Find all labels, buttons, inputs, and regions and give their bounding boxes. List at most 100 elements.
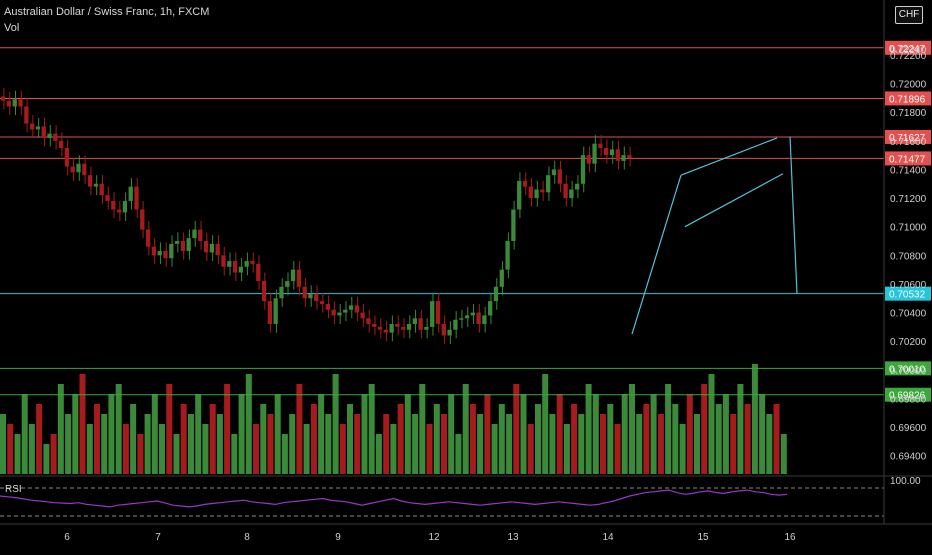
volume-bar bbox=[730, 414, 737, 474]
candle-body bbox=[464, 315, 470, 319]
candle-body bbox=[1, 96, 6, 101]
candle-body bbox=[215, 243, 220, 256]
candle-body bbox=[157, 251, 162, 256]
candle-body bbox=[24, 106, 29, 124]
volume-bar bbox=[563, 424, 570, 474]
volume-bar bbox=[332, 374, 339, 474]
volume-bar bbox=[744, 404, 751, 474]
candle-body bbox=[174, 241, 180, 244]
candle-body bbox=[169, 243, 174, 259]
volume-bar bbox=[108, 394, 115, 474]
volume-bar bbox=[650, 394, 657, 474]
volume-bar bbox=[498, 404, 505, 474]
candle-body bbox=[145, 229, 151, 247]
candle-body bbox=[105, 195, 110, 201]
volume-bar bbox=[21, 394, 28, 474]
volume-bar bbox=[556, 394, 563, 474]
candle-body bbox=[609, 149, 615, 156]
level-price-tag bbox=[885, 286, 931, 301]
candle-body bbox=[360, 312, 365, 319]
volume-bar bbox=[643, 404, 650, 474]
candle-body bbox=[134, 186, 139, 210]
candle-body bbox=[302, 286, 307, 299]
volume-bar bbox=[441, 414, 447, 474]
candle-body bbox=[366, 318, 371, 325]
price-tick-label: 0.70800 bbox=[890, 251, 927, 262]
candle-body bbox=[186, 238, 191, 252]
candle-body bbox=[122, 200, 128, 213]
volume-bar bbox=[701, 384, 708, 474]
volume-bar bbox=[477, 414, 484, 474]
volume-bar bbox=[354, 414, 361, 474]
price-tick-label: 0.72200 bbox=[890, 51, 927, 62]
volume-bar bbox=[629, 384, 635, 474]
candle-body bbox=[389, 324, 394, 333]
candle-body bbox=[441, 324, 446, 336]
candle-body bbox=[180, 241, 186, 252]
candle-body bbox=[435, 301, 441, 325]
candle-body bbox=[459, 318, 464, 320]
rsi-line bbox=[0, 489, 788, 508]
volume-layer bbox=[0, 364, 787, 474]
candle-body bbox=[64, 147, 70, 167]
level-price-tag bbox=[885, 151, 931, 166]
volume-bar bbox=[281, 434, 288, 474]
candle-body bbox=[256, 263, 261, 282]
candle-body bbox=[343, 309, 348, 313]
volume-bar bbox=[679, 424, 686, 474]
candle-body bbox=[406, 324, 412, 330]
volume-bar bbox=[766, 414, 773, 474]
candle-body bbox=[528, 186, 533, 199]
volume-bar bbox=[404, 394, 411, 474]
candle-body bbox=[592, 143, 597, 164]
volume-bar bbox=[339, 424, 346, 474]
volume-bar bbox=[202, 424, 209, 474]
rsi-layer bbox=[0, 487, 884, 517]
candle-body bbox=[296, 269, 302, 287]
candle-body bbox=[53, 133, 58, 141]
candle-body bbox=[111, 200, 116, 210]
price-tick-label: 0.72240 bbox=[890, 45, 927, 56]
time-tick-label: 8 bbox=[244, 532, 250, 543]
candle-body bbox=[18, 99, 23, 107]
candle-body bbox=[551, 169, 557, 176]
level-price-label: 0.70532 bbox=[889, 290, 926, 301]
candle-body bbox=[273, 298, 278, 325]
level-price-tag bbox=[885, 91, 931, 106]
candle-body bbox=[517, 180, 522, 210]
candle-body bbox=[511, 209, 516, 241]
price-tick-label: 0.71200 bbox=[890, 194, 927, 205]
volume-bar bbox=[318, 394, 325, 474]
candle-body bbox=[70, 166, 75, 173]
volume-bar bbox=[759, 394, 766, 474]
volume-bar bbox=[310, 404, 317, 474]
volume-bar bbox=[462, 384, 469, 474]
volume-bar bbox=[188, 414, 194, 474]
volume-bar bbox=[592, 394, 599, 474]
candle-body bbox=[290, 269, 296, 282]
volume-bar bbox=[347, 404, 353, 474]
price-tick-label: 0.72000 bbox=[890, 80, 927, 91]
volume-bar bbox=[665, 384, 672, 474]
volume-bar bbox=[79, 374, 86, 474]
volume-bar bbox=[585, 384, 592, 474]
candle-body bbox=[128, 186, 133, 201]
candle-body bbox=[493, 286, 499, 302]
volume-bar bbox=[296, 384, 303, 474]
candle-body bbox=[488, 301, 493, 316]
volume-bar bbox=[253, 424, 259, 474]
candle-body bbox=[198, 229, 203, 241]
time-tick-label: 16 bbox=[784, 532, 796, 543]
candle-body bbox=[354, 305, 359, 313]
candle-body bbox=[116, 209, 122, 213]
time-tick-label: 9 bbox=[335, 532, 341, 543]
rsi-indicator-label: RSI bbox=[5, 484, 22, 495]
volume-bar bbox=[694, 414, 700, 474]
volume-bar bbox=[571, 404, 578, 474]
volume-bar bbox=[57, 384, 64, 474]
candle-body bbox=[418, 318, 423, 330]
currency-badge[interactable]: CHF bbox=[895, 6, 923, 24]
candle-body bbox=[337, 312, 342, 316]
